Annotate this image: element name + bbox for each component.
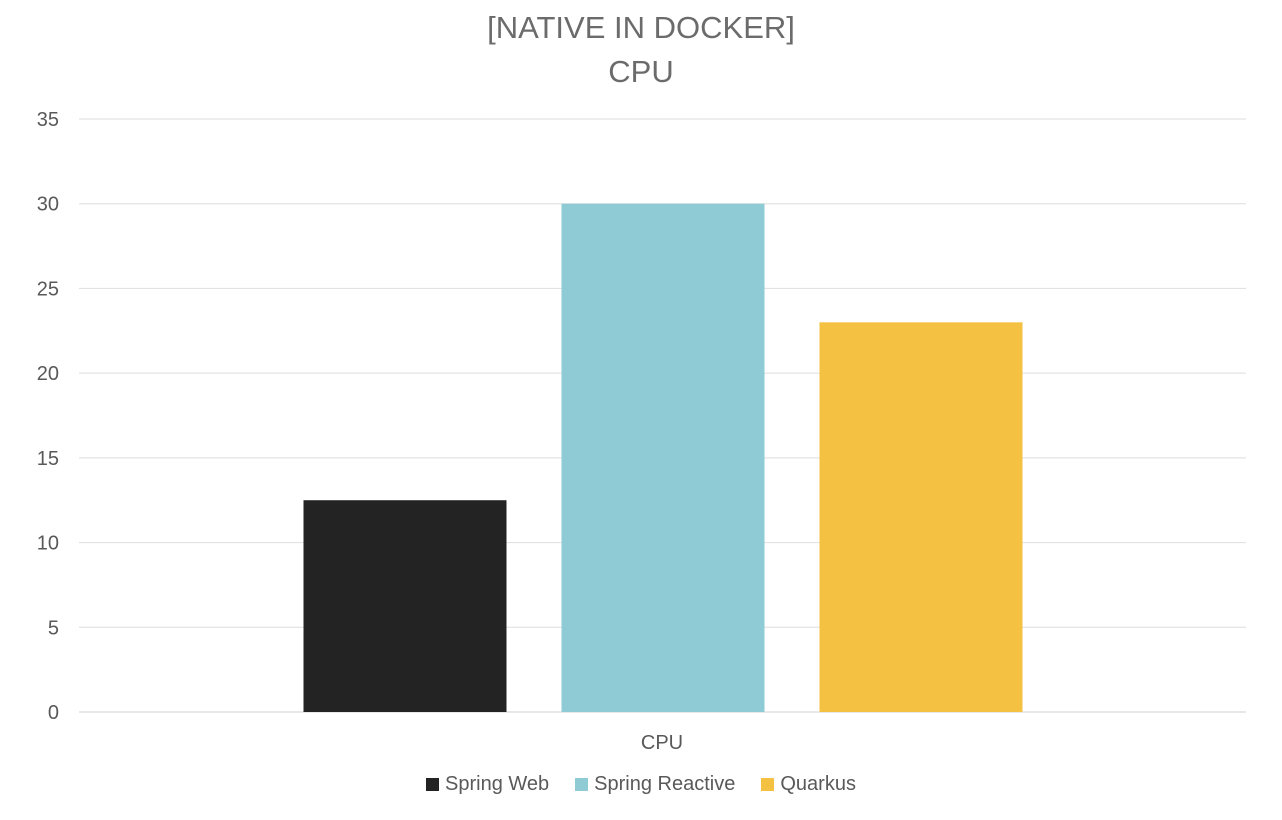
chart-title: [NATIVE IN DOCKER] xyxy=(487,10,795,45)
legend-item-quarkus: Quarkus xyxy=(761,773,856,796)
bar-spring-web xyxy=(303,500,507,712)
chart-subtitle: CPU xyxy=(608,54,674,89)
y-tick-label: 25 xyxy=(37,278,59,300)
y-tick-label: 30 xyxy=(37,194,59,216)
legend-swatch-quarkus xyxy=(761,778,775,791)
bar-spring-reactive xyxy=(561,203,765,712)
y-tick-label: 10 xyxy=(37,533,59,555)
y-tick-label: 15 xyxy=(37,448,59,470)
legend-item-spring-reactive: Spring Reactive xyxy=(575,773,735,796)
legend-label-spring-web: Spring Web xyxy=(445,773,550,795)
legend: Spring Web Spring Reactive Quarkus xyxy=(0,773,1282,796)
y-tick-label: 5 xyxy=(48,617,59,639)
y-tick-label: 35 xyxy=(37,109,59,131)
legend-label-quarkus: Quarkus xyxy=(780,773,856,795)
legend-swatch-spring-reactive xyxy=(575,778,589,791)
legend-label-spring-reactive: Spring Reactive xyxy=(594,773,736,795)
bar-quarkus xyxy=(819,322,1023,712)
y-tick-label: 20 xyxy=(37,363,59,385)
legend-swatch-spring-web xyxy=(426,778,440,791)
x-tick-label: CPU xyxy=(641,732,683,754)
y-tick-label: 0 xyxy=(48,702,59,724)
legend-item-spring-web: Spring Web xyxy=(426,773,549,796)
